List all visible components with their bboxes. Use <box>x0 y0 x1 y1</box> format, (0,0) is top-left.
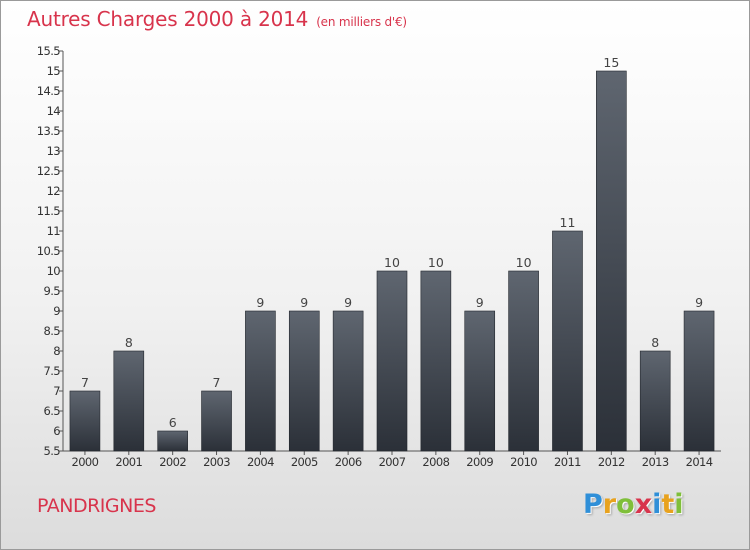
x-tick-label: 2003 <box>203 455 230 469</box>
y-tick-label: 8.5 <box>44 324 61 338</box>
x-tick-label: 2008 <box>422 455 449 469</box>
bar <box>552 230 583 452</box>
data-label: 11 <box>560 215 576 230</box>
y-tick-label: 9.5 <box>44 284 61 298</box>
data-label: 9 <box>695 295 703 310</box>
x-tick-label: 2011 <box>554 455 581 469</box>
y-tick-label: 15 <box>47 64 61 78</box>
x-tick-label: 2014 <box>686 455 713 469</box>
y-tick-label: 9 <box>53 304 60 318</box>
x-tick-label: 2009 <box>466 455 493 469</box>
y-tick-label: 10 <box>47 264 61 278</box>
chart-subtitle: (en milliers d'€) <box>316 15 407 29</box>
y-tick-label: 11.5 <box>37 204 60 218</box>
data-label: 8 <box>125 335 133 350</box>
logo-letter: i <box>652 489 662 520</box>
y-tick-label: 6.5 <box>44 404 61 418</box>
bar <box>639 350 671 452</box>
data-label: 10 <box>516 255 532 270</box>
x-tick-label: 2013 <box>642 455 669 469</box>
x-tick-label: 2005 <box>291 455 318 469</box>
y-tick-label: 11 <box>47 224 61 238</box>
y-tick-label: 13.5 <box>37 124 60 138</box>
bar <box>420 270 452 452</box>
y-tick-label: 6 <box>53 424 60 438</box>
y-tick-label: 12.5 <box>37 164 60 178</box>
x-tick-label: 2006 <box>335 455 362 469</box>
x-tick-label: 2007 <box>379 455 406 469</box>
bar <box>508 270 539 452</box>
x-tick-label: 2001 <box>115 455 142 469</box>
logo-letter: P <box>583 489 603 520</box>
data-label: 9 <box>476 295 484 310</box>
x-tick-label: 2010 <box>510 455 537 469</box>
data-label: 8 <box>651 335 659 350</box>
bar <box>596 70 627 452</box>
bar <box>683 310 715 452</box>
x-tick-label: 2012 <box>598 455 625 469</box>
bar <box>376 270 408 452</box>
data-label: 9 <box>344 295 352 310</box>
y-tick-label: 8 <box>53 344 60 358</box>
bar <box>464 310 496 452</box>
chart-title: Autres Charges 2000 à 2014 (en milliers d… <box>27 7 407 31</box>
x-tick-label: 2004 <box>247 455 274 469</box>
y-tick-label: 7 <box>53 384 60 398</box>
y-tick-label: 10.5 <box>37 244 60 258</box>
data-label: 7 <box>81 375 89 390</box>
y-tick-label: 14.5 <box>37 84 60 98</box>
data-label: 10 <box>384 255 400 270</box>
y-tick-label: 12 <box>47 184 61 198</box>
axes: 5.5 6 6.5 7 7.5 8 8.5 9 9.5 10 10.5 11 11.5 12 12.5 13 1… <box>37 44 721 469</box>
x-tick-label: 2000 <box>71 455 98 469</box>
bar <box>113 350 145 452</box>
y-tick-label: 14 <box>47 104 61 118</box>
data-label: 9 <box>256 295 264 310</box>
proxiti-logo: Proxiti <box>583 489 684 520</box>
data-label: 10 <box>428 255 444 270</box>
y-tick-label: 7.5 <box>44 364 61 378</box>
logo-letter: t <box>661 489 675 520</box>
bar <box>245 310 276 452</box>
bar <box>201 390 232 452</box>
logo-letter: x <box>634 489 653 520</box>
bars <box>69 70 715 452</box>
logo-letter: r <box>602 489 617 520</box>
x-tick-label: 2002 <box>159 455 186 469</box>
y-tick-label: 15.5 <box>37 44 60 58</box>
logo-letter: o <box>616 489 635 520</box>
bar <box>157 430 188 452</box>
commune-name: PANDRIGNES <box>37 495 156 517</box>
data-labels: 7 8 6 7 9 9 9 10 10 9 10 11 15 8 9 <box>81 55 703 430</box>
logo-letter: i <box>674 489 684 520</box>
data-label: 7 <box>213 375 221 390</box>
bar <box>288 310 320 452</box>
y-tick-label: 5.5 <box>44 444 61 458</box>
data-label: 9 <box>300 295 308 310</box>
data-label: 15 <box>603 55 619 70</box>
chart-title-text: Autres Charges 2000 à 2014 <box>27 7 309 31</box>
bar <box>332 310 364 452</box>
y-tick-label: 13 <box>47 144 61 158</box>
bar <box>69 390 101 452</box>
data-label: 6 <box>169 415 177 430</box>
